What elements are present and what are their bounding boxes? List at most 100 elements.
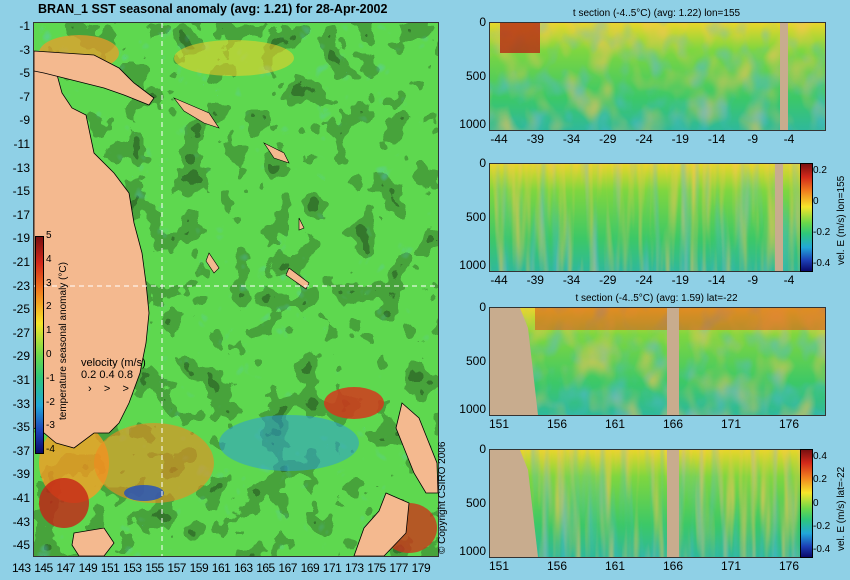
section-x-tick: -29 — [599, 273, 617, 287]
map-lat-tick: -35 — [12, 420, 30, 435]
section-plot — [489, 449, 801, 558]
section-cool-texture — [490, 23, 825, 130]
section-x-tick: 176 — [778, 417, 800, 431]
map-colorbar — [35, 236, 44, 454]
map-lon-tick: 149 — [78, 561, 98, 575]
map-colorbar-tick: 3 — [46, 277, 52, 289]
main-title: BRAN_1 SST seasonal anomaly (avg: 1.21) … — [38, 2, 388, 16]
map-colorbar-tick: 1 — [46, 325, 52, 337]
section-land — [490, 308, 538, 415]
section-colorbar-tick: -0.4 — [813, 544, 831, 555]
map-lat-tick: -23 — [12, 278, 30, 293]
section-land — [775, 164, 783, 271]
section-x-tick: -14 — [707, 273, 726, 287]
section-colorbar-tick: -0.2 — [813, 520, 831, 532]
section-x-tick: 161 — [604, 417, 626, 431]
map-lat-tick: -31 — [12, 373, 30, 387]
section-x-tick: -29 — [599, 132, 617, 146]
map-lat-tick: -43 — [12, 514, 30, 529]
map-colorbar-tick: -4 — [46, 444, 55, 456]
section-land — [490, 450, 538, 557]
section-heatmap — [490, 23, 825, 130]
section-x-tick: -24 — [635, 132, 653, 146]
map-lon-tick: 177 — [389, 561, 408, 575]
section-heatmap — [490, 164, 800, 271]
map-lat-tick: -3 — [19, 42, 30, 57]
map-lon-tick: 169 — [300, 561, 320, 575]
map-lon-tick: 173 — [345, 561, 364, 575]
map-colorbar-tick: 2 — [46, 301, 52, 313]
section-colorbar — [800, 163, 813, 272]
section-y-tick: 0 — [479, 156, 486, 170]
section-land — [667, 308, 679, 415]
map-lon-tick: 175 — [367, 561, 386, 575]
section-x-tick: 171 — [720, 559, 742, 573]
section-colorbar-tick: -0.2 — [813, 227, 831, 238]
section-x-tick: -4 — [783, 132, 795, 146]
section-x-tick: 161 — [604, 559, 626, 573]
section-x-tick: -39 — [526, 273, 544, 287]
section-x-tick: 156 — [546, 559, 568, 573]
map-lon-tick: 157 — [167, 561, 186, 575]
section-y-tick: 1000 — [459, 543, 486, 558]
map-lat-tick: -25 — [12, 302, 30, 317]
section-colorbar-label: vel. E (m/s) lat=-22 — [836, 466, 847, 551]
section-colorbar-tick: 0 — [813, 196, 819, 207]
map-lat-tick: -11 — [13, 137, 30, 151]
section-x-tick: -39 — [526, 132, 544, 146]
map-lat-tick: -19 — [12, 231, 30, 246]
map-colorbar-tick: 4 — [46, 253, 52, 265]
section-x-tick: -14 — [707, 132, 726, 146]
section-x-tick: -34 — [562, 132, 581, 146]
map-lon-tick: 159 — [189, 561, 209, 575]
map-lat-tick: -41 — [12, 491, 30, 505]
map-lon-tick: 161 — [211, 561, 231, 575]
section-y-tick: 500 — [465, 209, 486, 224]
section-land — [780, 23, 788, 130]
section-x-tick: -24 — [635, 273, 653, 287]
section-x-tick: 176 — [778, 559, 800, 573]
section-cool-texture — [490, 164, 800, 271]
map-lat-tick: -5 — [19, 66, 30, 81]
section-colorbar — [800, 449, 813, 558]
map-lon-tick: 171 — [322, 561, 342, 575]
section-x-tick: 156 — [546, 417, 568, 431]
map-lat-tick: -1 — [19, 19, 30, 33]
map-lat-tick: -45 — [12, 538, 30, 553]
map-colorbar-tick: -2 — [46, 396, 55, 408]
section-heatmap — [490, 308, 825, 415]
section-x-tick: -9 — [747, 132, 759, 146]
map-lon-tick: 147 — [56, 561, 75, 575]
section-y-tick: 1000 — [459, 257, 486, 272]
map-lat-tick: -33 — [12, 396, 30, 411]
map-lon-tick: 163 — [234, 561, 253, 575]
section-y-tick: 0 — [479, 442, 486, 456]
section-x-tick: 166 — [662, 417, 684, 431]
map-colorbar-label: temperature seasonal anomaly (°C) — [58, 262, 69, 420]
section-x-tick: 151 — [488, 417, 510, 431]
section-warm-layer — [535, 308, 825, 330]
section-y-tick: 0 — [479, 15, 486, 29]
sst-map-svg — [34, 23, 438, 556]
section-x-tick: -34 — [562, 273, 581, 287]
map-lat-tick: -29 — [12, 349, 30, 364]
section-colorbar-tick: 0.4 — [813, 451, 827, 462]
map-lat-tick: -27 — [12, 325, 30, 340]
map-colorbar-tick: -1 — [46, 372, 55, 384]
map-colorbar-tick: 5 — [46, 230, 52, 241]
section-heatmap — [490, 450, 800, 557]
section-colorbar-tick: 0 — [813, 497, 819, 509]
section-x-tick: -44 — [490, 273, 508, 287]
map-lon-tick: 145 — [34, 561, 53, 575]
section-warm-core — [500, 23, 540, 53]
section-title: t section (-4..5°C) (avg: 1.22) lon=155 — [572, 8, 741, 19]
map-lon-tick: 151 — [100, 561, 120, 575]
map-lat-tick: -9 — [19, 113, 30, 128]
map-colorbar-tick: -3 — [46, 420, 55, 432]
map-lon-tick: 143 — [12, 561, 31, 575]
section-y-tick: 0 — [479, 300, 486, 314]
section-y-tick: 1000 — [459, 401, 486, 416]
map-lat-tick: -37 — [12, 443, 30, 458]
map-lat-tick: -13 — [12, 160, 30, 175]
section-colorbar-label: vel. E (m/s) lon=155 — [836, 175, 847, 265]
